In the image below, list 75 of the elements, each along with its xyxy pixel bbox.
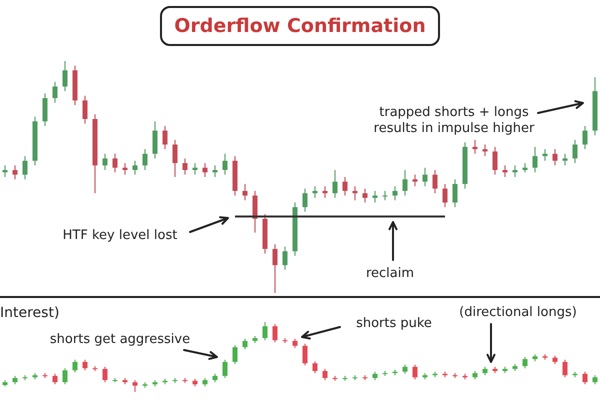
candlestick — [332, 170, 338, 198]
candlestick — [2, 164, 8, 178]
candlestick — [172, 139, 178, 178]
candlestick — [182, 158, 188, 176]
candlestick — [22, 156, 28, 180]
candlestick — [582, 125, 588, 150]
candlestick — [302, 188, 308, 212]
candlestick — [202, 162, 208, 178]
chart-title: Interest) — [0, 305, 60, 321]
candlestick — [242, 183, 248, 201]
candlestick — [62, 368, 68, 385]
chart-title: Orderflow Confirmation — [160, 6, 440, 46]
candlestick — [102, 153, 108, 171]
candlestick — [312, 360, 318, 374]
candlestick — [422, 167, 428, 187]
candlestick — [502, 164, 508, 178]
candlestick — [152, 120, 158, 159]
candlestick — [82, 359, 88, 371]
candlestick — [222, 359, 228, 378]
candlestick — [12, 164, 18, 180]
candlestick — [272, 244, 278, 293]
candlestick — [592, 374, 598, 385]
candlestick — [282, 246, 288, 270]
candlestick — [322, 368, 328, 381]
candlestick — [512, 164, 518, 178]
candlestick — [562, 153, 568, 166]
candlestick — [52, 373, 58, 385]
candlestick — [292, 338, 298, 348]
candlestick — [162, 125, 168, 150]
candlestick — [522, 162, 528, 173]
candlestick — [522, 356, 528, 369]
candlestick — [442, 183, 448, 208]
candlestick — [72, 359, 78, 373]
candlestick — [222, 153, 228, 176]
candlestick — [272, 324, 278, 343]
candlestick — [262, 322, 268, 341]
candlestick — [382, 190, 388, 201]
candlestick — [492, 146, 498, 176]
candlestick — [192, 162, 198, 176]
annotation: trapped shorts + longs results in impulse higher — [372, 105, 536, 137]
candlestick — [132, 380, 138, 392]
candlestick — [402, 170, 408, 196]
candlestick — [402, 364, 408, 374]
candlestick — [242, 338, 248, 350]
candlestick — [122, 162, 128, 176]
candlestick — [432, 170, 438, 194]
text: (directional longs) — [458, 305, 578, 321]
candlestick — [252, 190, 258, 234]
candlestick — [82, 95, 88, 124]
candlestick — [392, 186, 398, 201]
candlestick — [102, 366, 108, 383]
candlestick — [452, 178, 458, 208]
candlestick — [52, 81, 58, 104]
candlestick — [562, 359, 568, 378]
candlestick — [42, 92, 48, 126]
annotation: shorts get aggressive — [48, 332, 192, 348]
candlestick — [62, 61, 68, 92]
candlestick — [132, 160, 138, 176]
candlestick — [112, 153, 118, 173]
candlestick — [532, 146, 538, 173]
candlestick — [572, 139, 578, 164]
candlestick — [582, 371, 588, 385]
candlestick — [412, 364, 418, 380]
candlestick — [482, 144, 488, 157]
annotation: HTF key level lost — [62, 228, 178, 244]
candlestick — [212, 164, 218, 178]
candlestick — [372, 190, 378, 204]
candlestick — [552, 148, 558, 166]
candlestick — [302, 343, 308, 366]
candlestick — [142, 148, 148, 171]
annotation: shorts puke — [355, 316, 433, 332]
candlestick — [342, 176, 348, 196]
candlestick — [232, 344, 238, 364]
candlestick — [362, 188, 368, 204]
annotation: reclaim — [364, 266, 416, 282]
